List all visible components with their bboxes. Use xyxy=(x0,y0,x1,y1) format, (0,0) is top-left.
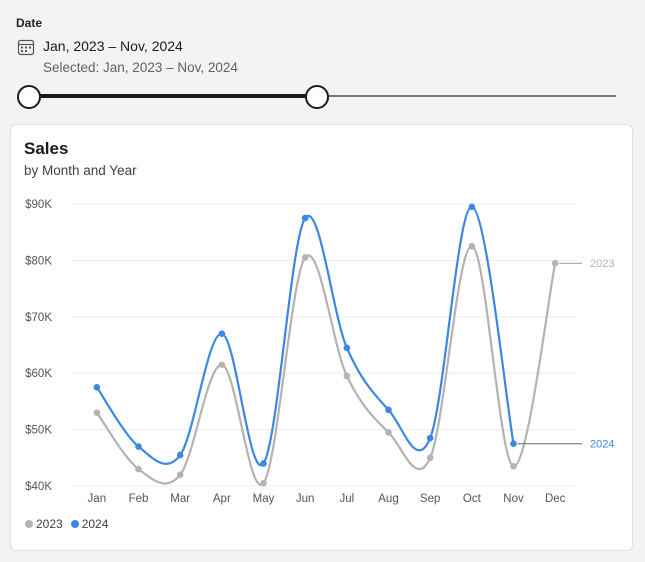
series-line-2024 xyxy=(95,205,515,467)
data-point-2024 xyxy=(510,440,517,448)
data-point-2023 xyxy=(426,454,434,462)
data-point-2024 xyxy=(218,330,226,338)
x-tick-label: Mar xyxy=(170,493,190,505)
date-range-slider[interactable] xyxy=(17,84,618,110)
y-tick-label: $90K xyxy=(25,199,52,211)
chart-title: Sales xyxy=(24,139,69,158)
series-end-label: 2024 xyxy=(590,439,614,451)
sales-chart-card: $40K $50K $60K $70K $80K $90K Jan Feb Mar Apr May J… xyxy=(10,124,633,551)
data-point-2023 xyxy=(93,409,101,416)
x-tick-label: Apr xyxy=(213,493,231,505)
data-point-2023 xyxy=(176,471,184,479)
data-point-2024 xyxy=(176,451,184,459)
legend-item-2023[interactable]: 2023 xyxy=(25,517,63,531)
data-point-2023 xyxy=(301,254,309,261)
selected-range-text: Selected: Jan, 2023 – Nov, 2024 xyxy=(43,60,238,75)
date-filter: Date Jan, 2023 – Nov, 2024 Selected: Jan… xyxy=(0,0,645,120)
data-point-2023 xyxy=(385,429,392,436)
sales-line-chart: $40K $50K $60K $70K $80K $90K Jan Feb Mar Apr May J… xyxy=(25,199,614,505)
calendar-icon[interactable] xyxy=(17,38,35,56)
slider-thumb-end[interactable] xyxy=(305,85,330,109)
chart-legend: 2023 2024 xyxy=(25,517,108,531)
data-point-2024 xyxy=(260,460,267,467)
data-point-2024 xyxy=(301,214,309,222)
data-point-2024 xyxy=(385,406,392,414)
data-point-2024 xyxy=(343,344,351,352)
data-point-2024 xyxy=(426,434,434,442)
legend-dot xyxy=(70,520,79,528)
data-point-2023 xyxy=(510,462,517,470)
data-point-2023 xyxy=(135,465,142,473)
chart-subtitle: by Month and Year xyxy=(24,163,137,178)
slider-thumb-start[interactable] xyxy=(17,85,41,109)
series-line-2023 xyxy=(95,245,557,486)
series-end-label: 2023 xyxy=(590,258,614,270)
filter-label: Date xyxy=(16,16,43,30)
y-tick-label: $70K xyxy=(25,312,52,324)
data-point-2024 xyxy=(468,203,476,211)
data-point-2023 xyxy=(260,479,267,487)
data-point-2023 xyxy=(468,243,476,250)
legend-label: 2023 xyxy=(36,517,63,531)
legend-item-2024[interactable]: 2024 xyxy=(70,517,109,531)
slider-track-fill xyxy=(28,94,317,98)
legend-label: 2024 xyxy=(81,517,109,531)
y-tick-label: $40K xyxy=(25,481,52,493)
data-point-2023 xyxy=(218,361,226,369)
x-tick-label: Feb xyxy=(129,493,149,505)
x-tick-label: Aug xyxy=(378,493,398,505)
data-point-2023 xyxy=(551,259,559,267)
y-tick-label: $80K xyxy=(25,255,52,267)
x-tick-label: Oct xyxy=(463,493,482,505)
y-tick-label: $50K xyxy=(25,425,52,437)
x-tick-label: Jun xyxy=(296,493,315,505)
x-tick-label: Jan xyxy=(88,493,107,505)
x-tick-label: May xyxy=(253,493,275,505)
data-point-2023 xyxy=(343,372,351,380)
legend-dot xyxy=(25,520,33,528)
x-tick-label: Jul xyxy=(339,493,354,505)
x-tick-label: Nov xyxy=(503,493,524,505)
data-point-2024 xyxy=(93,384,101,391)
date-range-text[interactable]: Jan, 2023 – Nov, 2024 xyxy=(43,38,183,54)
data-point-2024 xyxy=(135,443,142,450)
y-tick-label: $60K xyxy=(25,368,52,380)
x-tick-label: Dec xyxy=(545,493,566,505)
x-tick-label: Sep xyxy=(420,493,440,505)
